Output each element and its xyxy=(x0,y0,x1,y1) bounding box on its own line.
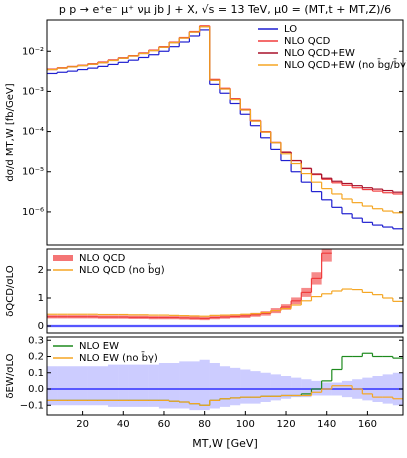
uncertainty-band xyxy=(108,364,119,407)
x-tick-label: 120 xyxy=(276,419,295,430)
axes-frame xyxy=(46,336,404,416)
uncertainty-band xyxy=(87,366,98,406)
uncertainty-band xyxy=(230,367,241,406)
y-tick-label: 0.3 xyxy=(28,335,44,346)
x-tick-label: 20 xyxy=(76,419,89,430)
uncertainty-band xyxy=(118,364,129,407)
uncertainty-band xyxy=(270,374,281,401)
axes-frame xyxy=(46,248,404,334)
y-tick-label: 0.2 xyxy=(28,352,44,363)
y-axis-label: δEW/σLO xyxy=(5,353,16,398)
uncertainty-band xyxy=(179,361,190,409)
y-tick-label: 10⁻² xyxy=(22,46,44,57)
x-tick-label: 40 xyxy=(117,419,130,430)
uncertainty-band xyxy=(148,364,159,407)
uncertainty-band xyxy=(47,366,58,406)
uncertainty-band xyxy=(250,371,261,404)
uncertainty-band xyxy=(291,377,302,398)
legend-label: NLO QCD+EW (no b̄g/b̄γ) xyxy=(284,58,407,71)
uncertainty-band xyxy=(57,366,68,406)
uncertainty-band xyxy=(77,366,88,406)
x-tick-label: 140 xyxy=(317,419,336,430)
x-tick-label: 160 xyxy=(358,419,377,430)
axes-frame xyxy=(46,19,404,246)
y-tick-label: 2 xyxy=(38,265,44,276)
y-tick-label: 0.0 xyxy=(28,384,44,395)
plot-area xyxy=(47,25,403,230)
y-tick-label: 10⁻⁵ xyxy=(22,167,44,178)
y-axis-label: dσ/d MT,W [fb/GeV] xyxy=(5,83,16,181)
legend-label: NLO QCD (no b̄g) xyxy=(79,263,165,276)
uncertainty-band xyxy=(209,363,220,409)
uncertainty-band xyxy=(301,379,312,398)
legend-label: NLO QCD xyxy=(79,253,126,264)
legend-label: NLO QCD+EW xyxy=(284,48,355,59)
uncertainty-band xyxy=(128,364,139,407)
uncertainty-band xyxy=(158,363,170,409)
plot-area xyxy=(47,352,403,411)
legend-label: LO xyxy=(284,24,297,35)
legend-label: NLO EW (no b̄γ) xyxy=(79,351,158,364)
y-tick-label: 10⁻⁴ xyxy=(22,127,44,138)
uncertainty-band xyxy=(260,372,271,402)
uncertainty-band xyxy=(67,366,78,406)
chart-title: p p → e⁺e⁻ μ⁺ νμ jb J + X, √s = 13 TeV, … xyxy=(59,3,391,16)
y-tick-label: 10⁻³ xyxy=(22,86,44,97)
y-tick-label: 0.1 xyxy=(28,368,44,379)
uncertainty-band xyxy=(199,359,210,411)
plot-area xyxy=(47,249,403,328)
uncertainty-band xyxy=(280,376,292,399)
y-tick-label: −0.1 xyxy=(20,400,44,411)
error-band xyxy=(321,249,332,262)
x-tick-label: 60 xyxy=(158,419,171,430)
uncertainty-band xyxy=(219,366,231,407)
y-tick-label: 1 xyxy=(38,293,44,304)
legend-label: NLO QCD xyxy=(284,36,331,47)
uncertainty-band xyxy=(138,364,149,407)
legend-label: NLO EW xyxy=(79,341,119,352)
uncertainty-band xyxy=(240,369,251,404)
y-tick-label: 0 xyxy=(38,321,44,332)
x-axis-label: MT,W [GeV] xyxy=(192,437,257,450)
y-axis-label: δQCD/σLO xyxy=(5,265,16,317)
x-tick-label: 100 xyxy=(236,419,255,430)
uncertainty-band xyxy=(97,366,109,406)
y-tick-label: 10⁻⁶ xyxy=(22,207,44,218)
uncertainty-band xyxy=(311,380,322,396)
x-tick-label: 80 xyxy=(198,419,211,430)
uncertainty-band xyxy=(189,361,200,411)
uncertainty-band xyxy=(169,363,180,409)
